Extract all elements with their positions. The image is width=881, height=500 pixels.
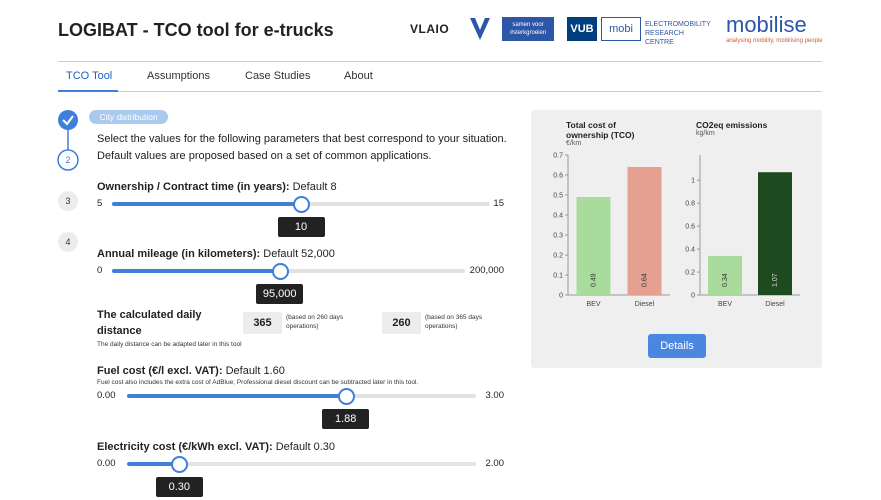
slider-label-text: Ownership / Contract time (in years): [97, 181, 290, 193]
y-tick-label: 0.2 [553, 253, 563, 260]
bar [627, 167, 662, 295]
nav-item[interactable]: Assumptions [147, 70, 210, 82]
bar-value-label: 0.64 [641, 273, 648, 287]
nav-divider [58, 91, 822, 92]
stepper-graphic [57, 110, 79, 171]
slider-note: Fuel cost also includes the extra cost o… [97, 379, 419, 386]
y-tick-label: 0.6 [553, 173, 563, 180]
y-tick-label: 0.2 [685, 270, 695, 277]
logo-vlaio: VLAIO [410, 22, 450, 36]
bar-value-label: 0.34 [722, 273, 729, 287]
app-title: LOGIBAT - TCO tool for e-trucks [58, 20, 334, 40]
logo-tagline: samen voor #sterkgroeien [502, 17, 554, 41]
slider-fill [127, 394, 346, 398]
slider-label: Ownership / Contract time (in years): De… [97, 181, 337, 193]
logo-mobi: mobi [601, 17, 641, 41]
slider-max: 3.00 [485, 390, 505, 401]
daily-value: 365 [243, 312, 282, 334]
bar [758, 172, 792, 295]
intro-line: Default values are proposed based on a s… [97, 150, 432, 162]
slider-min: 0.00 [97, 458, 116, 469]
slider-default: Default 52,000 [263, 248, 335, 260]
chart-unit: €/km [566, 140, 582, 147]
results-panel: 0 0.1 0.2 0.3 0.4 0.5 0.6 0.7 0.49 BEV 0.64 Diesel 0… [531, 110, 822, 368]
x-tick-label: Diesel [635, 301, 655, 308]
daily-title: The calculated daily distance [97, 309, 202, 337]
y-tick-label: 0.7 [553, 153, 563, 160]
header-divider [58, 61, 822, 62]
slider-fill [112, 202, 301, 206]
chart-title: Total cost of ownership (TCO) [566, 120, 635, 140]
slider-thumb[interactable] [171, 456, 189, 473]
y-tick-label: 0.8 [685, 201, 695, 208]
chart-title: CO2eq emissions [696, 120, 768, 130]
y-tick-label: 0.6 [685, 224, 695, 231]
nav-item[interactable]: TCO Tool [66, 70, 113, 82]
slider-label-text: Annual mileage (in kilometers): [97, 248, 261, 260]
slider-track [127, 462, 476, 466]
slider-label: Electricity cost (€/kWh excl. VAT): Defa… [97, 441, 335, 453]
charts: 0 0.1 0.2 0.3 0.4 0.5 0.6 0.7 0.49 BEV 0.64 Diesel 0… [553, 153, 800, 308]
slider-max: 15 [493, 198, 504, 209]
slider-thumb[interactable] [337, 388, 355, 405]
x-tick-label: BEV [718, 301, 732, 308]
daily-value-note: (based on 365 days operations) [425, 314, 483, 330]
slider-label-text: Electricity cost (€/kWh excl. VAT): [97, 441, 273, 453]
chart-unit: kg/km [696, 130, 715, 137]
x-tick-label: BEV [586, 301, 600, 308]
step-number: 4 [58, 232, 78, 252]
y-tick-label: 0 [559, 293, 563, 300]
slider-default: Default 8 [292, 181, 337, 193]
bar [708, 255, 742, 295]
y-tick-label: 0 [691, 293, 695, 300]
details-button[interactable]: Details [648, 334, 706, 358]
step-number: 2 [65, 155, 71, 165]
daily-value-note: (based on 260 days operations) [286, 314, 344, 330]
logo-mobilise: mobilise [726, 12, 807, 37]
logo-mobilise-tagline: analysing mobility, mobilising people [726, 38, 823, 44]
slider-min: 0 [97, 265, 103, 276]
slider-thumb[interactable] [271, 263, 289, 280]
y-tick-label: 0.4 [553, 213, 563, 220]
slider-default: Default 1.60 [225, 365, 285, 377]
slider-value: 0.30 [155, 477, 203, 497]
slider-max: 2.00 [485, 458, 505, 469]
y-tick-label: 0.4 [685, 247, 695, 254]
scenario-badge: City distribution [89, 110, 168, 124]
slider-label: Annual mileage (in kilometers): Default … [97, 248, 335, 260]
x-tick-label: Diesel [765, 301, 785, 308]
nav-item[interactable]: About [344, 70, 373, 82]
daily-note: The daily distance can be adapted later … [97, 341, 242, 348]
nav-active-indicator [58, 90, 118, 92]
slider-default: Default 0.30 [275, 441, 336, 453]
step-number: 3 [58, 191, 78, 211]
daily-value: 260 [382, 312, 421, 334]
bar-value-label: 1.07 [772, 273, 779, 287]
logo-vub: VUB [567, 17, 597, 41]
slider-value: 95,000 [256, 284, 304, 304]
slider-max: 200,000 [469, 265, 504, 276]
slider-fill [127, 462, 180, 466]
slider-thumb[interactable] [293, 196, 310, 213]
y-tick-label: 1 [691, 178, 695, 185]
slider-label: Fuel cost (€/l excl. VAT): Default 1.60 [97, 365, 285, 377]
slider-fill [112, 269, 280, 273]
logo-v [470, 18, 490, 40]
slider-value: 1.88 [322, 409, 370, 429]
y-tick-label: 0.5 [553, 193, 563, 200]
slider-value: 10 [277, 217, 325, 237]
slider-min: 0.00 [97, 390, 116, 401]
y-tick-label: 0.3 [553, 233, 563, 240]
intro-line: Select the values for the following para… [97, 133, 507, 145]
bar-value-label: 0.49 [590, 273, 597, 287]
nav-item[interactable]: Case Studies [245, 70, 311, 82]
slider-min: 5 [97, 198, 103, 209]
logo-erc: ELECTROMOBILITY RESEARCH CENTRE [645, 21, 711, 46]
y-tick-label: 0.1 [553, 273, 563, 280]
slider-label-text: Fuel cost (€/l excl. VAT): [97, 365, 223, 377]
bar [576, 197, 611, 295]
